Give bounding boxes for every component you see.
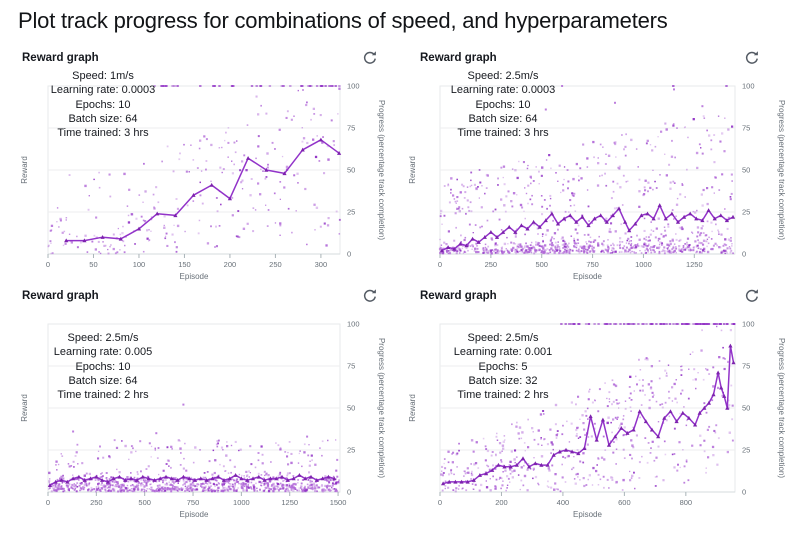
- svg-text:75: 75: [742, 362, 750, 371]
- svg-text:Episode: Episode: [573, 510, 602, 519]
- svg-text:1500: 1500: [330, 498, 347, 507]
- svg-text:Reward: Reward: [408, 156, 417, 184]
- svg-text:100: 100: [742, 82, 755, 91]
- chart-area: 0 200 400 600 800 0 25 50 75 100 Episode Reward Prog…: [400, 306, 790, 525]
- refresh-icon[interactable]: [362, 288, 378, 304]
- chart-area: 0 250 500 750 1000 1250 0 25 50 75 100 Episode Rewar…: [400, 68, 790, 287]
- reward-graph-panel-bottom-right: Reward graph 0 200 400 600 800 0 25 50 75 100 Epis…: [400, 284, 790, 544]
- svg-text:Reward: Reward: [20, 394, 29, 422]
- svg-text:250: 250: [269, 260, 282, 269]
- svg-text:75: 75: [742, 124, 750, 133]
- svg-text:400: 400: [557, 498, 570, 507]
- svg-text:0: 0: [438, 260, 442, 269]
- svg-text:50: 50: [742, 166, 750, 175]
- svg-text:250: 250: [485, 260, 498, 269]
- svg-text:Reward: Reward: [408, 394, 417, 422]
- svg-text:Episode: Episode: [180, 510, 209, 519]
- panel-title: Reward graph: [22, 290, 99, 302]
- panel-title: Reward graph: [420, 52, 497, 64]
- refresh-icon[interactable]: [362, 50, 378, 66]
- svg-text:1250: 1250: [281, 498, 298, 507]
- svg-text:0: 0: [438, 498, 442, 507]
- reward-progress-chart: 0 50 100 150 200 250 300 0 25 50 75 100 Episode Rewar…: [20, 82, 386, 281]
- reward-progress-chart: 0 250 500 750 1000 1250 15000255075100EpisodeR…: [20, 320, 386, 519]
- reward-progress-chart: 0 200 400 600 800 0 25 50 75 100 Episode Reward Prog…: [408, 320, 786, 519]
- svg-text:0: 0: [742, 250, 746, 259]
- svg-text:1250: 1250: [686, 260, 703, 269]
- svg-text:800: 800: [680, 498, 693, 507]
- svg-text:25: 25: [742, 208, 750, 217]
- svg-text:50: 50: [89, 260, 97, 269]
- page-title: Plot track progress for combinations of …: [18, 8, 668, 33]
- svg-text:200: 200: [495, 498, 508, 507]
- svg-text:500: 500: [138, 498, 151, 507]
- svg-text:Progress (percentage track com: Progress (percentage track completion): [777, 100, 786, 240]
- svg-text:0: 0: [742, 488, 746, 497]
- reward-graph-panel-top-left: Reward graph 0 50 100 150 200 250 300 0 25 50 75 10…: [12, 46, 390, 284]
- svg-text:25: 25: [347, 446, 355, 455]
- reward-progress-chart: 0 250 500 750 1000 1250 0 25 50 75 100 Episode Rewar…: [408, 82, 786, 281]
- svg-text:75: 75: [347, 124, 355, 133]
- refresh-icon[interactable]: [744, 50, 760, 66]
- svg-text:600: 600: [618, 498, 631, 507]
- svg-text:Episode: Episode: [180, 272, 209, 281]
- svg-text:100: 100: [347, 82, 360, 91]
- panel-header: Reward graph: [400, 46, 790, 68]
- svg-text:50: 50: [347, 404, 355, 413]
- panel-title: Reward graph: [22, 52, 99, 64]
- svg-text:75: 75: [347, 362, 355, 371]
- svg-text:50: 50: [742, 404, 750, 413]
- svg-text:250: 250: [90, 498, 103, 507]
- svg-text:150: 150: [178, 260, 191, 269]
- panel-header: Reward graph: [12, 46, 390, 68]
- panel-title: Reward graph: [420, 290, 497, 302]
- svg-text:100: 100: [742, 320, 755, 329]
- svg-text:0: 0: [347, 488, 351, 497]
- svg-text:25: 25: [347, 208, 355, 217]
- svg-text:Progress (percentage track com: Progress (percentage track completion): [377, 100, 386, 240]
- svg-text:1000: 1000: [635, 260, 652, 269]
- svg-text:50: 50: [347, 166, 355, 175]
- svg-text:200: 200: [224, 260, 237, 269]
- svg-text:Progress (percentage track com: Progress (percentage track completion): [377, 338, 386, 478]
- svg-text:0: 0: [46, 498, 50, 507]
- reward-graph-panel-top-right: Reward graph 0 250 500 750 1000 1250 0 25 50 75 10…: [400, 46, 790, 284]
- svg-text:750: 750: [586, 260, 599, 269]
- panel-header: Reward graph: [12, 284, 390, 306]
- svg-text:500: 500: [535, 260, 548, 269]
- svg-text:1000: 1000: [233, 498, 250, 507]
- svg-text:Episode: Episode: [573, 272, 602, 281]
- panel-header: Reward graph: [400, 284, 790, 306]
- svg-text:750: 750: [187, 498, 200, 507]
- svg-text:100: 100: [347, 320, 360, 329]
- svg-text:300: 300: [315, 260, 328, 269]
- svg-text:Reward: Reward: [20, 156, 29, 184]
- chart-area: 0 50 100 150 200 250 300 0 25 50 75 100 Episode Rewar…: [12, 68, 390, 287]
- chart-area: 0 250 500 750 1000 1250 1500 0 25 50 75 100 Episode R…: [12, 306, 390, 525]
- svg-text:100: 100: [133, 260, 146, 269]
- svg-text:0: 0: [46, 260, 50, 269]
- reward-graph-panel-bottom-left: Reward graph 0 250 500 750 1000 1250 1500 0 25 50…: [12, 284, 390, 538]
- refresh-icon[interactable]: [744, 288, 760, 304]
- svg-text:0: 0: [347, 250, 351, 259]
- svg-text:25: 25: [742, 446, 750, 455]
- svg-text:Progress (percentage track com: Progress (percentage track completion): [777, 338, 786, 478]
